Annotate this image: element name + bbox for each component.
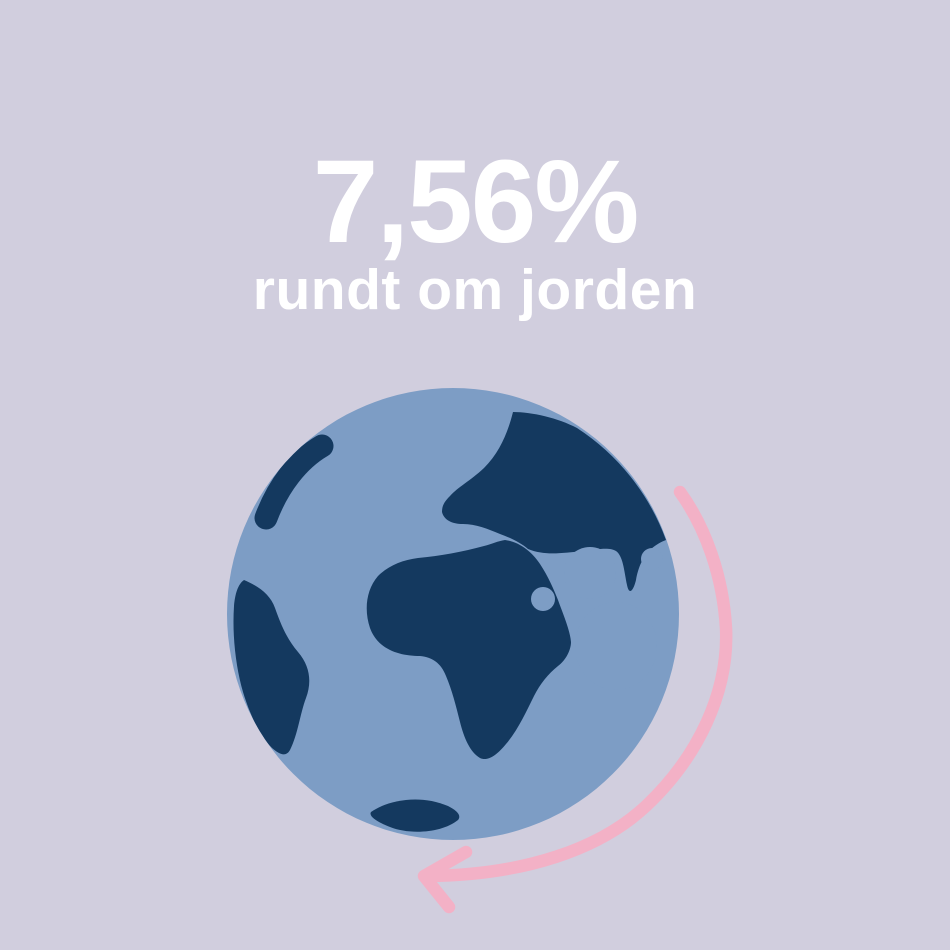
earth-globe-icon bbox=[227, 388, 679, 840]
landmass-northwest-crescent bbox=[254, 434, 334, 530]
orbit-arrow-head bbox=[417, 845, 473, 914]
sea-scallop-small bbox=[641, 548, 663, 570]
landmass-south bbox=[370, 799, 460, 832]
counterclockwise-orbit-arrow-icon bbox=[417, 485, 733, 914]
headline-caption: rundt om jorden bbox=[252, 258, 698, 322]
headline-percentage: 7,56% bbox=[312, 136, 640, 268]
sea-gulf bbox=[575, 602, 657, 690]
landmass-central bbox=[366, 540, 571, 760]
sea-scallop-large bbox=[564, 547, 616, 599]
landmass-west bbox=[233, 580, 310, 755]
orbit-arrow-shaft bbox=[421, 485, 733, 883]
landmass-northeast bbox=[442, 412, 666, 592]
sea-scallop-notch bbox=[531, 587, 555, 611]
